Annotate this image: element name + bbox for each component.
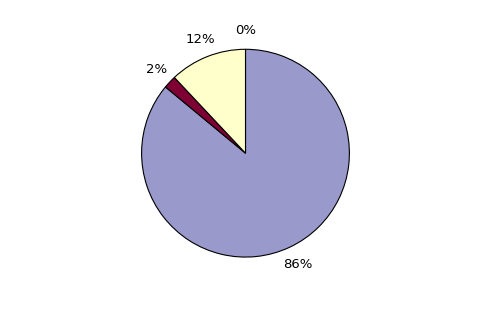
Text: 86%: 86% — [283, 258, 312, 271]
Text: 2%: 2% — [145, 63, 166, 76]
Wedge shape — [141, 49, 350, 257]
Wedge shape — [165, 78, 246, 153]
Text: 12%: 12% — [186, 33, 215, 46]
Text: 0%: 0% — [235, 24, 256, 37]
Wedge shape — [174, 49, 246, 153]
